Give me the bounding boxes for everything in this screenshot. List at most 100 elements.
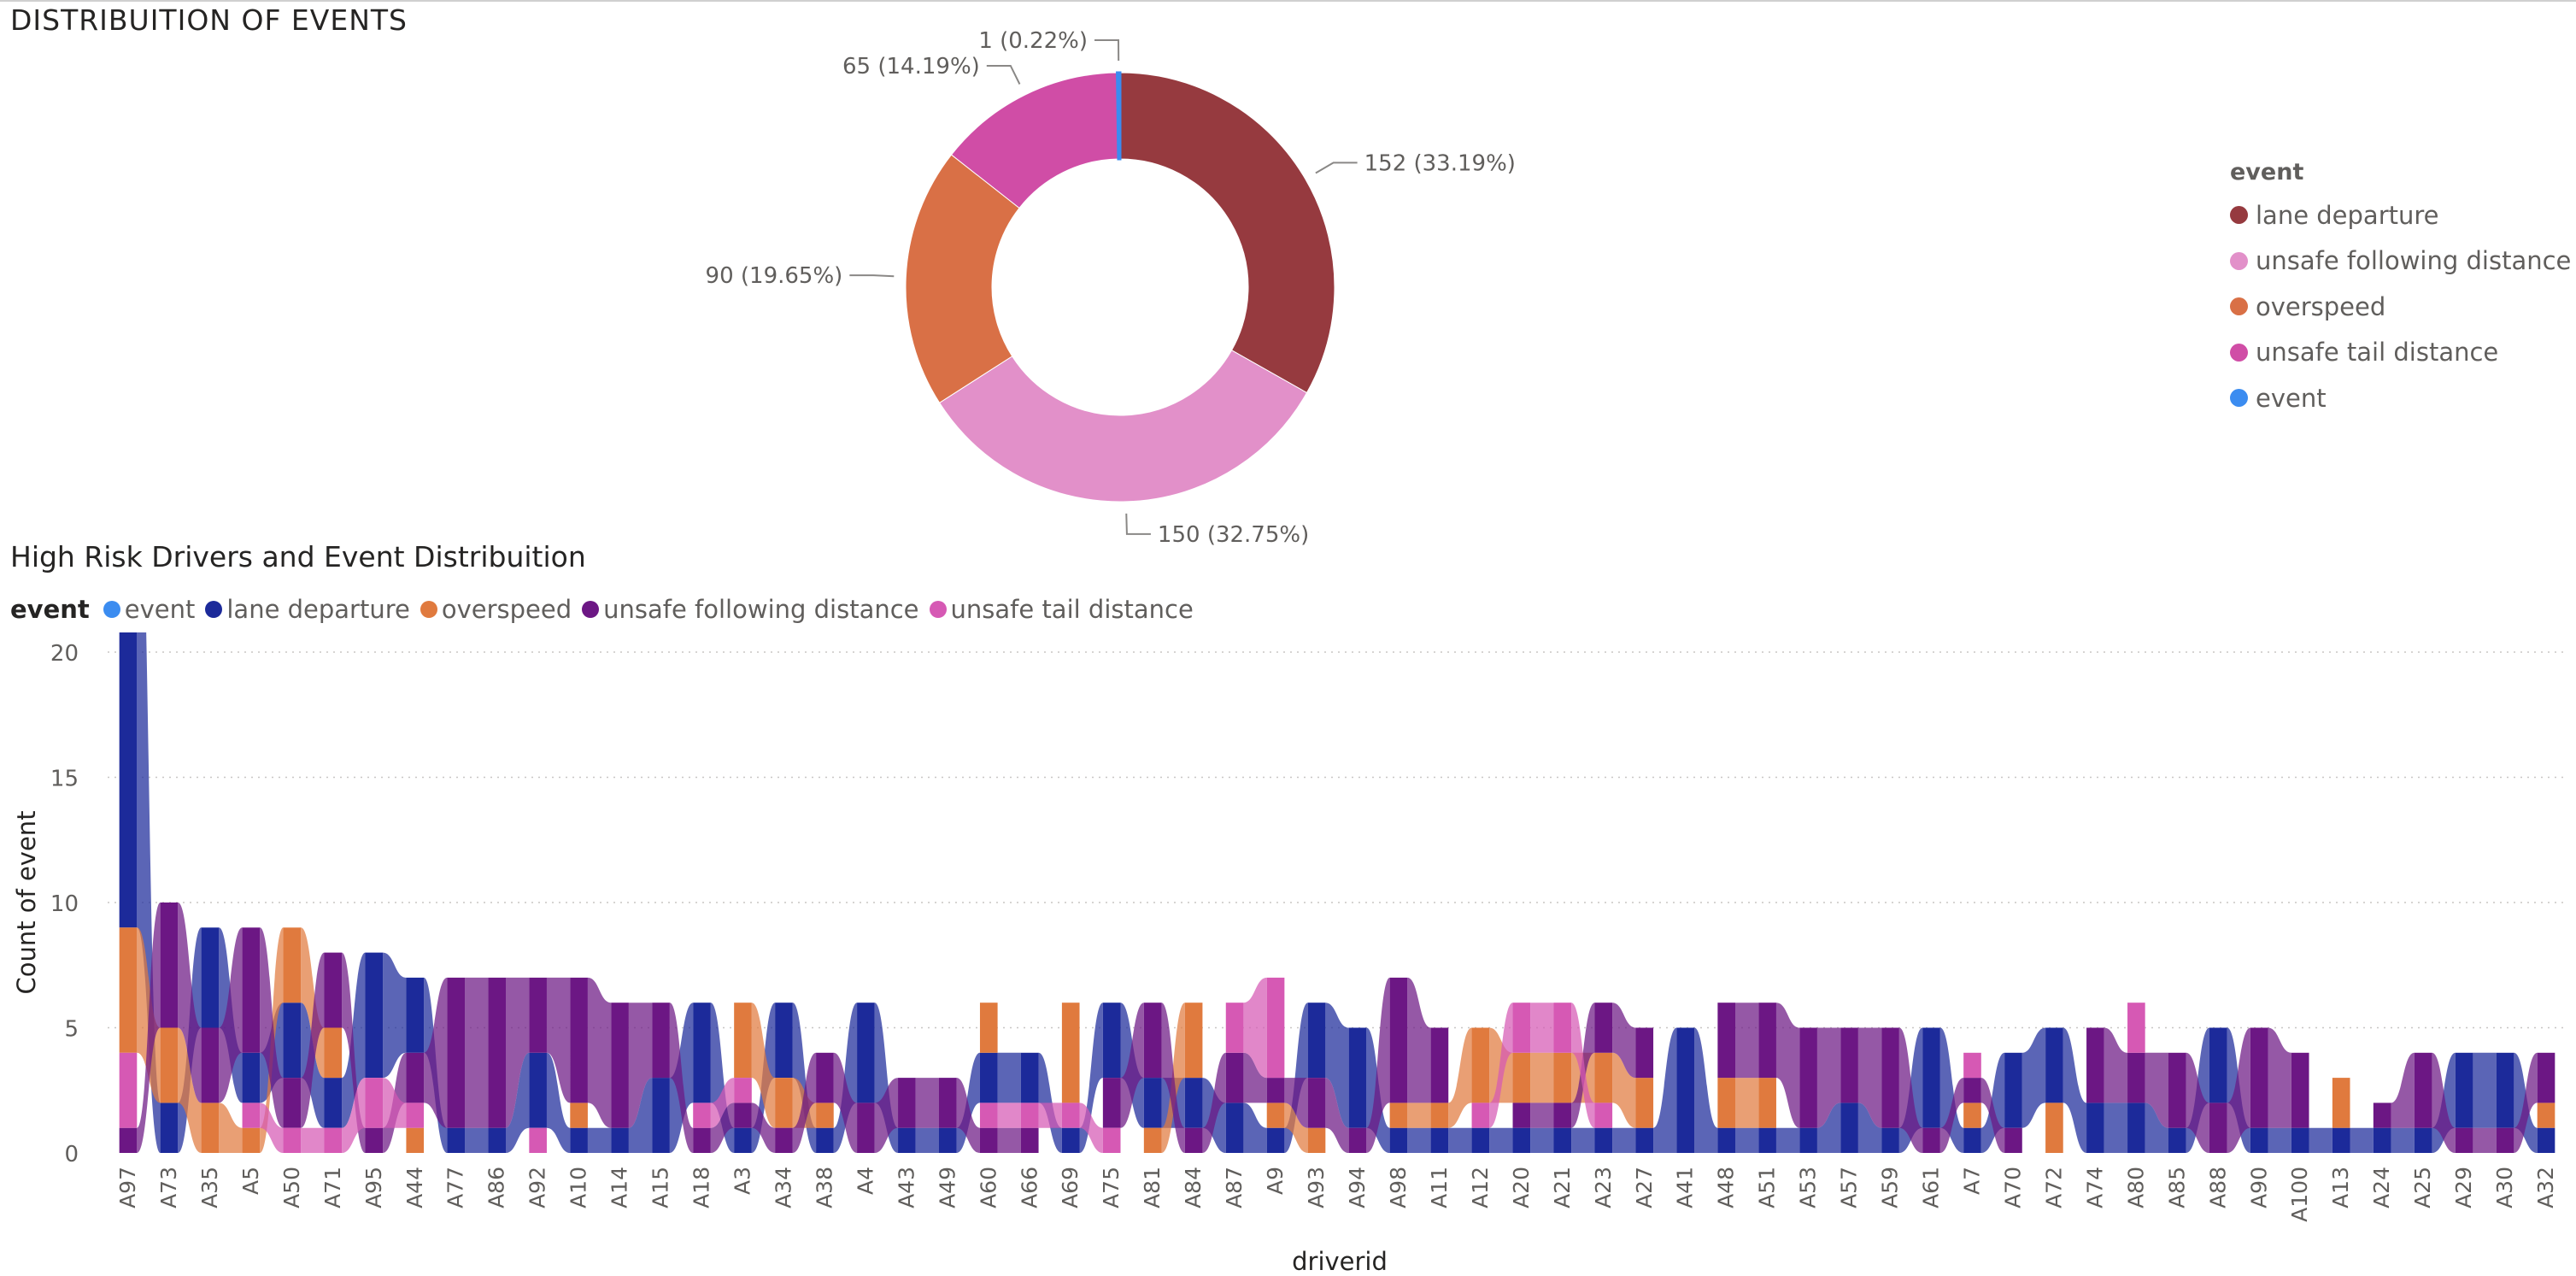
bar-segment-overspeed[interactable]: [1266, 1103, 1285, 1128]
bar-segment-unsafe-following-distance[interactable]: [2086, 1027, 2104, 1103]
bar-segment-lane-departure[interactable]: [1594, 1127, 1613, 1153]
bar-segment-overspeed[interactable]: [406, 1127, 425, 1153]
bar-segment-lane-departure[interactable]: [979, 1052, 998, 1103]
bar-segment-unsafe-following-distance[interactable]: [1430, 1027, 1449, 1103]
ribbon-legend-item-lane-departure[interactable]: lane departure: [205, 595, 410, 624]
bar-segment-unsafe-following-distance[interactable]: [1963, 1078, 1981, 1103]
bar-segment-unsafe-tail-distance[interactable]: [1061, 1103, 1080, 1128]
bar-segment-unsafe-following-distance[interactable]: [979, 1127, 998, 1153]
ribbon-legend-item-unsafe-following-distance[interactable]: unsafe following distance: [582, 595, 919, 624]
bar-segment-lane-departure[interactable]: [2045, 1027, 2063, 1103]
bar-segment-overspeed[interactable]: [242, 1127, 261, 1153]
bar-segment-lane-departure[interactable]: [734, 1127, 752, 1153]
bar-segment-lane-departure[interactable]: [119, 632, 138, 928]
bar-segment-lane-departure[interactable]: [2414, 1127, 2432, 1153]
bar-segment-unsafe-tail-distance[interactable]: [406, 1103, 425, 1128]
ribbon-legend-item-unsafe-tail-distance[interactable]: unsafe tail distance: [929, 595, 1194, 624]
bar-segment-unsafe-following-distance[interactable]: [2414, 1052, 2432, 1128]
bar-segment-lane-departure[interactable]: [1881, 1127, 1899, 1153]
bar-segment-unsafe-following-distance[interactable]: [1922, 1127, 1940, 1153]
bar-segment-unsafe-following-distance[interactable]: [2373, 1103, 2391, 1128]
bar-segment-lane-departure[interactable]: [1676, 1027, 1695, 1154]
bar-segment-unsafe-following-distance[interactable]: [406, 1052, 425, 1103]
bar-segment-unsafe-following-distance[interactable]: [898, 1078, 916, 1128]
bar-segment-overspeed[interactable]: [570, 1103, 588, 1128]
donut-legend-item-lane-departure[interactable]: lane departure: [2230, 192, 2571, 238]
bar-segment-unsafe-following-distance[interactable]: [775, 1127, 793, 1153]
bar-segment-lane-departure[interactable]: [1553, 1127, 1572, 1153]
donut-slice-event[interactable]: [1116, 71, 1122, 161]
bar-segment-unsafe-following-distance[interactable]: [1102, 1078, 1121, 1128]
bar-segment-overspeed[interactable]: [1635, 1078, 1654, 1128]
bar-segment-overspeed[interactable]: [1307, 1127, 1326, 1153]
bar-segment-unsafe-tail-distance[interactable]: [693, 1103, 711, 1128]
bar-segment-unsafe-tail-distance[interactable]: [1471, 1103, 1490, 1128]
bar-segment-unsafe-tail-distance[interactable]: [2127, 1003, 2145, 1053]
bar-segment-unsafe-following-distance[interactable]: [1594, 1003, 1613, 1053]
bar-segment-unsafe-following-distance[interactable]: [1881, 1027, 1899, 1128]
bar-segment-overspeed[interactable]: [816, 1103, 834, 1128]
bar-segment-unsafe-following-distance[interactable]: [939, 1078, 957, 1128]
bar-segment-lane-departure[interactable]: [2332, 1127, 2350, 1153]
bar-segment-unsafe-tail-distance[interactable]: [283, 1127, 302, 1153]
bar-segment-lane-departure[interactable]: [652, 1078, 670, 1153]
bar-segment-overspeed[interactable]: [1717, 1078, 1735, 1128]
bar-segment-lane-departure[interactable]: [857, 1003, 875, 1103]
bar-segment-lane-departure[interactable]: [447, 1127, 466, 1153]
bar-segment-unsafe-following-distance[interactable]: [1020, 1127, 1039, 1153]
donut-slice-overspeed[interactable]: [905, 154, 1020, 403]
bar-segment-lane-departure[interactable]: [1143, 1078, 1162, 1128]
bar-segment-unsafe-following-distance[interactable]: [2250, 1027, 2268, 1128]
bar-segment-overspeed[interactable]: [1512, 1052, 1531, 1103]
donut-slice-unsafe-following-distance[interactable]: [938, 350, 1308, 503]
bar-segment-unsafe-following-distance[interactable]: [488, 977, 506, 1128]
bar-segment-unsafe-following-distance[interactable]: [365, 1127, 384, 1153]
bar-segment-unsafe-following-distance[interactable]: [1840, 1027, 1858, 1103]
donut-slice-lane-departure[interactable]: [1119, 72, 1335, 394]
donut-legend-item-unsafe-tail-distance[interactable]: unsafe tail distance: [2230, 330, 2571, 376]
bar-segment-unsafe-tail-distance[interactable]: [734, 1078, 752, 1103]
bar-segment-lane-departure[interactable]: [1963, 1127, 1981, 1153]
bar-segment-unsafe-following-distance[interactable]: [160, 903, 179, 1028]
bar-segment-overspeed[interactable]: [160, 1027, 179, 1103]
bar-segment-unsafe-following-distance[interactable]: [734, 1103, 752, 1128]
bar-segment-unsafe-following-distance[interactable]: [447, 977, 466, 1128]
bar-segment-unsafe-following-distance[interactable]: [1184, 1127, 1203, 1153]
bar-segment-unsafe-following-distance[interactable]: [1225, 1052, 1244, 1103]
bar-segment-unsafe-following-distance[interactable]: [1389, 977, 1408, 1103]
bar-segment-unsafe-following-distance[interactable]: [1635, 1027, 1654, 1079]
donut-legend-item-unsafe-following-distance[interactable]: unsafe following distance: [2230, 238, 2571, 285]
bar-segment-lane-departure[interactable]: [939, 1127, 957, 1153]
bar-segment-unsafe-following-distance[interactable]: [2004, 1127, 2022, 1153]
bar-segment-unsafe-following-distance[interactable]: [324, 952, 343, 1028]
bar-segment-overspeed[interactable]: [1594, 1052, 1613, 1103]
bar-segment-lane-departure[interactable]: [1430, 1127, 1449, 1153]
bar-segment-lane-departure[interactable]: [1061, 1127, 1080, 1153]
bar-segment-lane-departure[interactable]: [1799, 1127, 1817, 1153]
bar-segment-unsafe-following-distance[interactable]: [242, 927, 261, 1053]
bar-segment-lane-departure[interactable]: [1512, 1127, 1531, 1153]
bar-segment-lane-departure[interactable]: [1840, 1103, 1858, 1153]
bar-segment-lane-departure[interactable]: [1348, 1027, 1367, 1128]
bar-segment-unsafe-following-distance[interactable]: [816, 1052, 834, 1103]
bar-segment-lane-departure[interactable]: [1020, 1052, 1039, 1103]
bar-segment-unsafe-following-distance[interactable]: [2455, 1127, 2473, 1153]
bar-segment-lane-departure[interactable]: [2250, 1127, 2268, 1153]
bar-segment-lane-departure[interactable]: [775, 1003, 793, 1079]
bar-segment-unsafe-following-distance[interactable]: [1799, 1027, 1817, 1128]
bar-segment-overspeed[interactable]: [1389, 1103, 1408, 1128]
bar-segment-lane-departure[interactable]: [529, 1052, 547, 1128]
bar-segment-lane-departure[interactable]: [201, 927, 220, 1028]
ribbon-legend-item-overspeed[interactable]: overspeed: [420, 595, 572, 624]
bar-segment-unsafe-tail-distance[interactable]: [1963, 1052, 1981, 1079]
bar-segment-lane-departure[interactable]: [283, 1003, 302, 1079]
bar-segment-lane-departure[interactable]: [1758, 1127, 1776, 1153]
bar-segment-unsafe-following-distance[interactable]: [2127, 1052, 2145, 1103]
bar-segment-overspeed[interactable]: [283, 927, 302, 1003]
bar-segment-lane-departure[interactable]: [570, 1127, 588, 1153]
bar-segment-unsafe-following-distance[interactable]: [611, 1003, 629, 1128]
bar-segment-unsafe-following-distance[interactable]: [1512, 1103, 1531, 1128]
bar-segment-lane-departure[interactable]: [1922, 1027, 1940, 1128]
bar-segment-overspeed[interactable]: [2332, 1078, 2350, 1128]
bar-segment-unsafe-following-distance[interactable]: [2209, 1103, 2227, 1153]
